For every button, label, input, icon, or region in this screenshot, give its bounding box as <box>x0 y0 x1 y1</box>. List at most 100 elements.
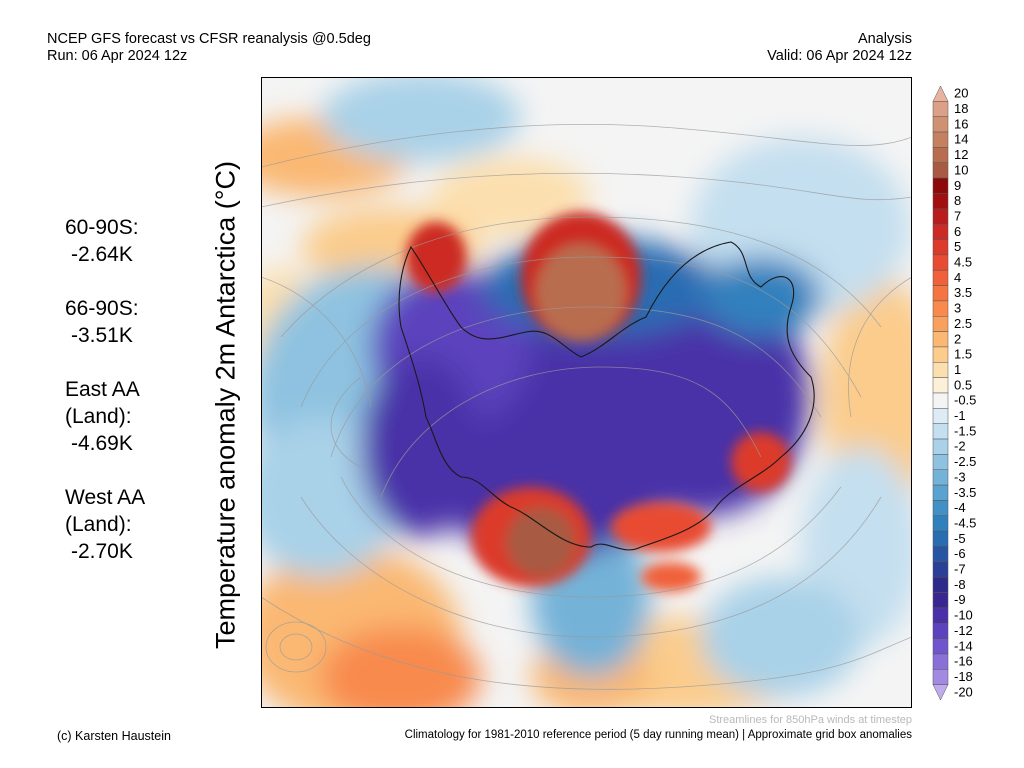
antarctica-coastline <box>398 241 815 551</box>
stat-label: 66-90S: <box>65 297 139 320</box>
regional-stats: 60-90S: -2.64K 66-90S: -3.51K East AA (L… <box>65 214 175 592</box>
colorbar-swatch <box>932 269 949 286</box>
colorbar-tick-label: 0.5 <box>954 377 972 392</box>
colorbar-canvas: 201816141210987654.543.532.521.510.5-0.5… <box>932 85 976 701</box>
anomaly-map <box>261 77 912 708</box>
colorbar-swatch <box>932 515 949 532</box>
stat-value: -3.51K <box>71 324 133 347</box>
colorbar-swatch <box>932 177 949 194</box>
colorbar-tick-label: 16 <box>954 116 968 131</box>
colorbar-swatch <box>932 193 949 210</box>
colorbar-swatch <box>932 438 949 455</box>
colorbar-tick-label: -18 <box>954 669 973 684</box>
map-frame <box>261 77 912 708</box>
colorbar-swatch <box>932 623 949 639</box>
colorbar-tick-label: 3 <box>954 301 961 316</box>
colorbar-swatch <box>932 561 949 578</box>
colorbar-tick-label: -1 <box>954 408 966 423</box>
colorbar-swatch <box>932 484 949 501</box>
colorbar-tick-label: 5 <box>954 239 961 254</box>
colorbar-swatch <box>932 638 949 655</box>
colorbar: 20 18 16 14 12 10 9 8 7 6 5 4.5 4 3.5 3 2.5 2 1.5 1 0.5 -0.5… <box>931 85 1019 701</box>
colorbar-tick-label: 2.5 <box>954 316 972 331</box>
variable-label: Temperature anomaly 2m Antarctica (°C) <box>210 161 241 649</box>
map-canvas <box>261 77 912 708</box>
colorbar-tick-label: -10 <box>954 608 973 623</box>
header-right: Analysis Valid: 06 Apr 2024 12z <box>767 31 912 65</box>
colorbar-tick-label: -3 <box>954 469 966 484</box>
colorbar-tick-label: 7 <box>954 208 961 223</box>
streamlines <box>261 124 912 690</box>
colorbar-tick-label: -5 <box>954 531 966 546</box>
colorbar-swatch <box>932 239 949 256</box>
colorbar-tick-label: 4 <box>954 270 961 285</box>
colorbar-tick-label: -3.5 <box>954 485 976 500</box>
colorbar-tick-label: 4.5 <box>954 255 972 270</box>
colorbar-swatch <box>932 147 949 164</box>
colorbar-swatch <box>932 576 949 593</box>
streamlines-note: Streamlines for 850hPa winds at timestep <box>709 714 912 726</box>
colorbar-tick-label: 9 <box>954 178 961 193</box>
colorbar-tick-label: -14 <box>954 638 973 653</box>
colorbar-tick-label: -4.5 <box>954 515 976 530</box>
colorbar-swatch <box>932 469 949 486</box>
colorbar-swatch <box>932 592 949 609</box>
stat-66-90s: 66-90S: -3.51K <box>65 295 175 349</box>
colorbar-tick-label: 14 <box>954 132 968 147</box>
colorbar-swatch <box>932 116 949 133</box>
stat-west-aa: West AA (Land): -2.70K <box>65 484 175 565</box>
colorbar-swatch <box>932 331 949 348</box>
colorbar-swatch <box>932 546 949 563</box>
colorbar-tick-label: -0.5 <box>954 393 976 408</box>
colorbar-swatch <box>932 208 949 225</box>
valid-time: Valid: 06 Apr 2024 12z <box>767 48 912 64</box>
credit: (c) Karsten Haustein <box>57 729 171 743</box>
colorbar-tick-label: 20 <box>954 86 968 101</box>
colorbar-swatch <box>932 530 949 547</box>
stat-value: -2.64K <box>71 243 133 266</box>
colorbar-swatch <box>932 684 949 701</box>
warm-anomalies <box>406 212 791 592</box>
colorbar-tick-label: 12 <box>954 147 968 162</box>
colorbar-tick-label: 8 <box>954 193 961 208</box>
colorbar-tick-label: -2 <box>954 439 966 454</box>
colorbar-swatch <box>932 316 949 332</box>
colorbar-tick-label: -16 <box>954 654 973 669</box>
colorbar-swatch <box>932 653 949 670</box>
colorbar-swatch <box>932 346 949 363</box>
stat-value: -4.69K <box>71 432 133 455</box>
run-time: Run: 06 Apr 2024 12z <box>47 48 188 64</box>
colorbar-swatch <box>932 131 949 148</box>
colorbar-swatch <box>932 300 949 317</box>
colorbar-swatch <box>932 454 949 470</box>
chart-title: NCEP GFS forecast vs CFSR reanalysis @0.… <box>47 31 371 47</box>
colorbar-tick-label: 10 <box>954 162 968 177</box>
colorbar-swatch <box>932 669 949 685</box>
stat-label: 60-90S: <box>65 216 139 239</box>
colorbar-swatch <box>932 362 949 378</box>
stat-label: West AA (Land): <box>65 486 144 536</box>
climatology-note: Climatology for 1981-2010 reference peri… <box>404 729 912 741</box>
colorbar-tick-label: 2 <box>954 331 961 346</box>
colorbar-swatch <box>932 101 949 117</box>
colorbar-tick-label: -7 <box>954 562 966 577</box>
colorbar-swatch <box>932 285 949 302</box>
colorbar-tick-label: 6 <box>954 224 961 239</box>
colorbar-tick-label: -9 <box>954 592 966 607</box>
colorbar-tick-label: -6 <box>954 546 966 561</box>
colorbar-tick-label: 1.5 <box>954 347 972 362</box>
colorbar-tick-label: -12 <box>954 623 973 638</box>
colorbar-tick-label: 1 <box>954 362 961 377</box>
colorbar-swatch <box>932 423 949 440</box>
colorbar-tick-label: -2.5 <box>954 454 976 469</box>
colorbar-tick-label: -4 <box>954 500 966 515</box>
stat-east-aa: East AA (Land): -4.69K <box>65 376 175 457</box>
header-left: NCEP GFS forecast vs CFSR reanalysis @0.… <box>47 31 371 65</box>
analysis-label: Analysis <box>858 31 912 47</box>
colorbar-swatch <box>932 254 949 271</box>
colorbar-swatch <box>932 162 949 179</box>
colorbar-tick-label: 3.5 <box>954 285 972 300</box>
colorbar-swatch <box>932 392 949 409</box>
colorbar-swatch <box>932 223 949 240</box>
stat-value: -2.70K <box>71 540 133 563</box>
